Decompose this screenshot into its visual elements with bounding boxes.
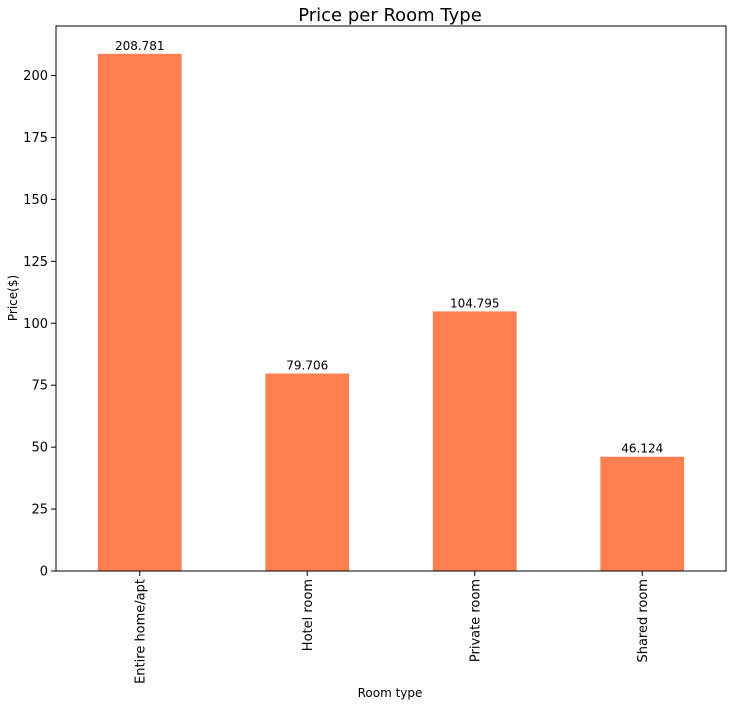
y-tick-label: 75	[31, 379, 48, 394]
y-axis: 0 25 50 75 100 125 150 175 200	[23, 69, 56, 580]
y-tick-label: 150	[23, 193, 48, 208]
bar	[432, 311, 517, 571]
y-tick-label: 100	[23, 317, 48, 332]
bar-value-label: 208.781	[115, 39, 165, 53]
x-tick-label: Shared room	[636, 579, 651, 663]
x-tick-label: Entire home/apt	[133, 579, 148, 684]
y-tick-label: 175	[23, 131, 48, 146]
x-tick-label: Private room	[468, 579, 483, 662]
bar-value-label: 46.124	[621, 442, 663, 456]
bar	[600, 456, 685, 571]
y-tick-label: 200	[23, 69, 48, 84]
y-tick-label: 0	[40, 565, 48, 580]
bar-value-label: 104.795	[450, 296, 500, 310]
y-axis-label: Price($)	[6, 275, 20, 321]
y-tick-label: 125	[23, 255, 48, 270]
bar-value-label: 79.706	[286, 359, 328, 373]
y-tick-label: 25	[31, 503, 48, 518]
x-axis: Entire home/apt Hotel room Private room Sha…	[133, 571, 651, 684]
bar	[265, 373, 350, 571]
y-tick-label: 50	[31, 441, 48, 456]
x-axis-label: Room type	[358, 686, 423, 700]
x-tick-label: Hotel room	[301, 579, 316, 651]
plot-frame	[55, 25, 727, 572]
bar-labels-group: 208.781 79.706 104.795 46.124	[115, 39, 663, 456]
bar	[97, 53, 182, 571]
bars-group	[97, 53, 685, 571]
chart-title: Price per Room Type	[298, 5, 482, 26]
